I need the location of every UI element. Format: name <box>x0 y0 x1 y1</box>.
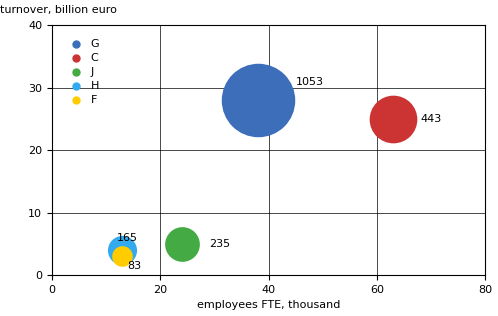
Text: turnover, billion euro: turnover, billion euro <box>0 5 117 15</box>
Point <box>119 248 126 253</box>
Text: 1053: 1053 <box>296 76 324 87</box>
Text: 83: 83 <box>127 261 142 271</box>
Point <box>254 98 262 103</box>
Point <box>389 117 397 122</box>
Text: 235: 235 <box>209 239 230 249</box>
X-axis label: employees FTE, thousand: employees FTE, thousand <box>197 301 340 310</box>
Text: 443: 443 <box>420 114 442 124</box>
Text: 165: 165 <box>117 233 138 243</box>
Point <box>178 241 186 246</box>
Point <box>119 254 126 259</box>
Legend: G, C, J, H, F: G, C, J, H, F <box>62 36 103 108</box>
